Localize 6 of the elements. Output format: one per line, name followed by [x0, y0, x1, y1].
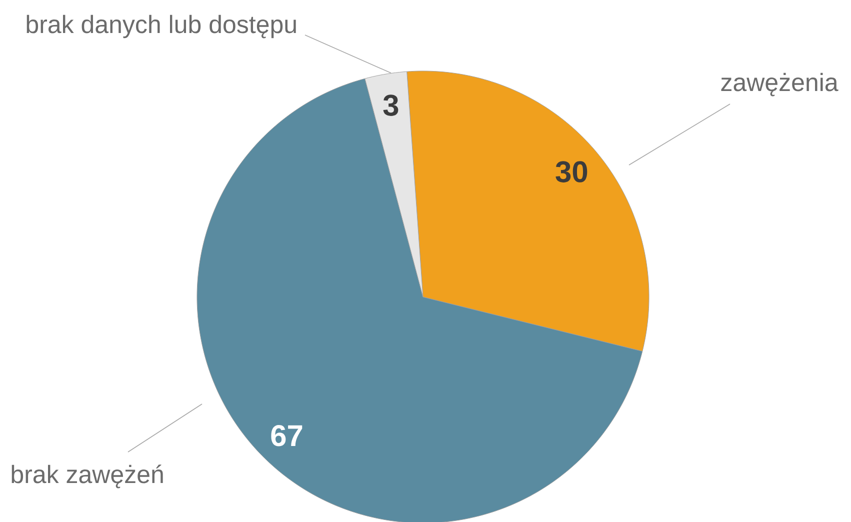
data-label: 30: [556, 161, 588, 182]
data-label: 3: [383, 94, 398, 116]
slice-label: zawężenia: [721, 72, 838, 96]
slice-label: brak danych lub dostępu: [26, 14, 296, 38]
slice-label: brak zawężeń: [12, 464, 163, 488]
data-label: 67: [271, 425, 302, 446]
